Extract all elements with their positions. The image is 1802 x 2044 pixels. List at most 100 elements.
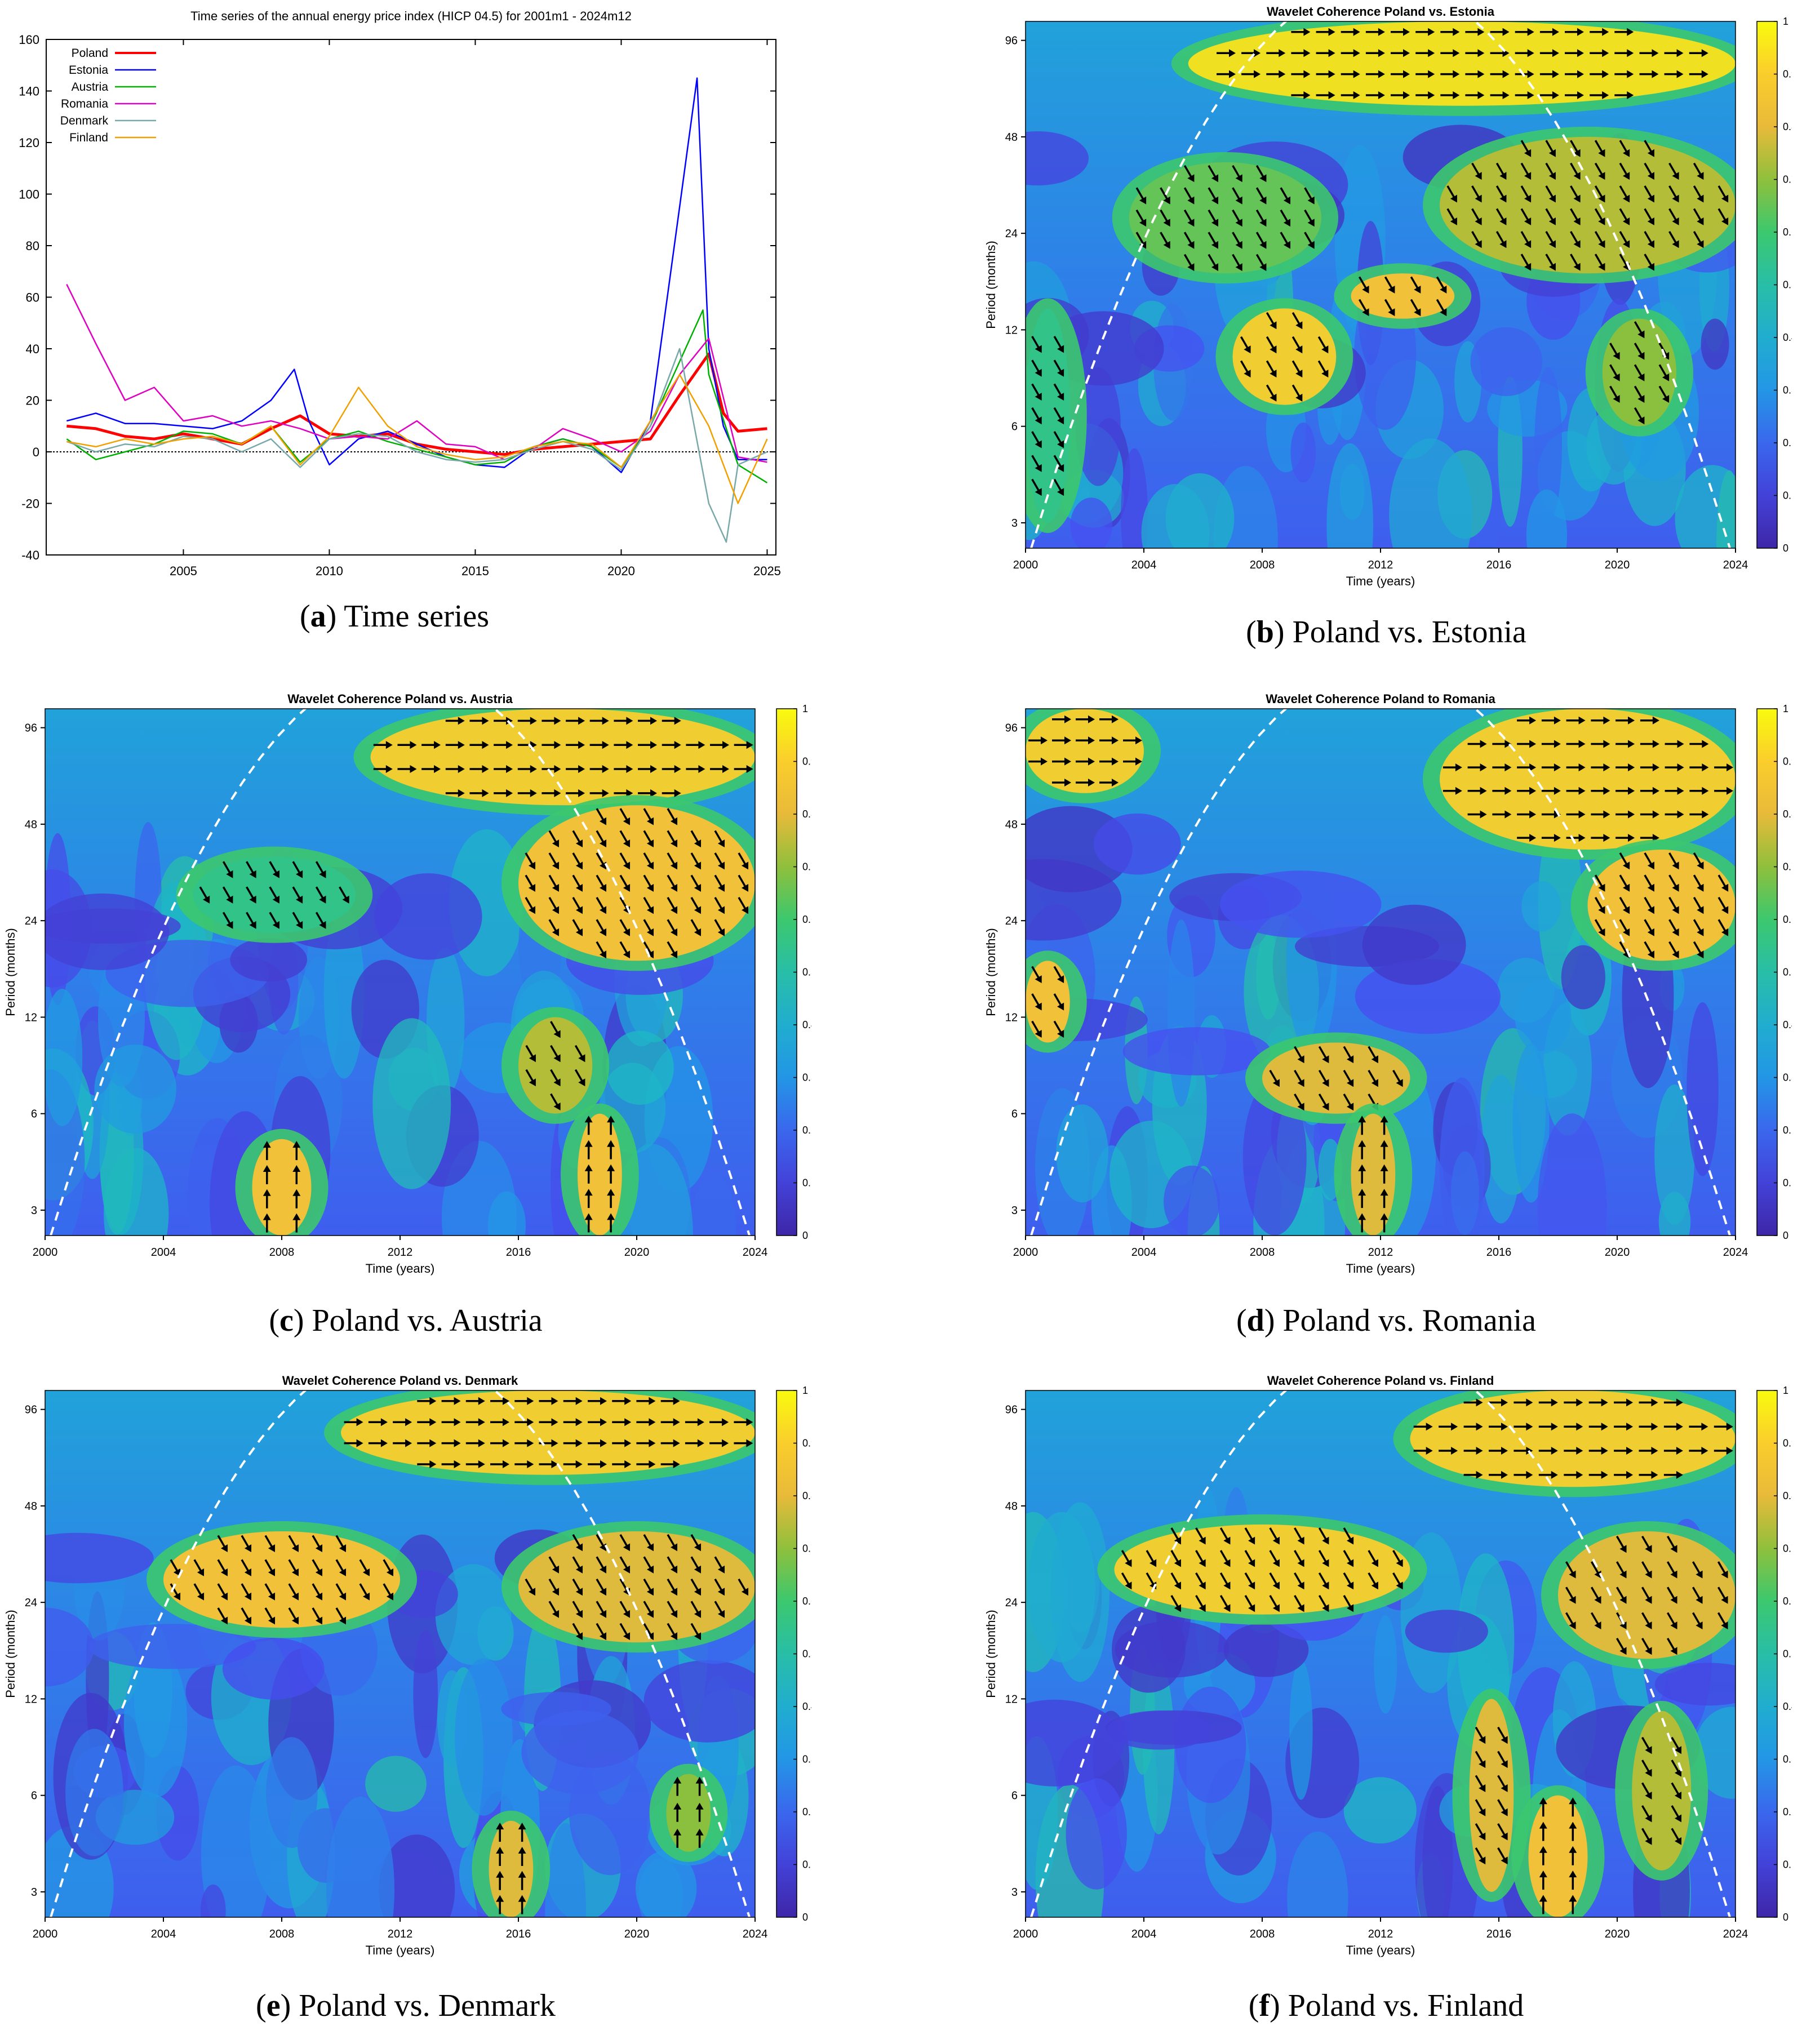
coherence-region	[1440, 709, 1736, 850]
phase-arrow	[518, 1870, 526, 1890]
x-tick-label: 2020	[1605, 1928, 1630, 1940]
phase-arrow	[667, 1623, 678, 1641]
field-blob	[1121, 448, 1148, 548]
phase-arrow	[1294, 1594, 1304, 1612]
phase-arrow	[566, 741, 585, 749]
x-tick-label: 2024	[743, 1246, 768, 1259]
x-axis-label: Time (years)	[1346, 1261, 1415, 1276]
phase-arrow	[1641, 1637, 1652, 1655]
phase-arrow	[1591, 787, 1610, 795]
phase-arrow	[1475, 1750, 1486, 1768]
phase-arrow	[1590, 1561, 1601, 1579]
phase-arrow	[1490, 28, 1510, 36]
phase-arrow	[525, 1069, 536, 1087]
x-tick-label: 2012	[388, 1246, 413, 1259]
phase-arrow	[1365, 49, 1385, 57]
phase-arrow	[1619, 162, 1630, 180]
phase-arrow	[1588, 1470, 1608, 1479]
colorbar-tick-label: 0.7	[1783, 1543, 1792, 1554]
y-tick-label: 3	[31, 1886, 37, 1899]
field-blob	[65, 1728, 123, 1856]
phase-arrow	[1671, 1759, 1682, 1777]
phase-arrow	[1240, 360, 1251, 377]
phase-arrow	[572, 1556, 583, 1574]
phase-arrows	[1358, 1116, 1388, 1233]
phase-arrow	[494, 717, 513, 725]
field-blob	[323, 908, 365, 1079]
phase-arrow	[596, 830, 607, 847]
phase-arrow	[1318, 1046, 1329, 1064]
coherence-region	[1188, 21, 1736, 106]
phase-arrow	[1614, 1470, 1634, 1479]
phase-arrow	[596, 1601, 607, 1618]
phase-arrow	[1565, 1587, 1576, 1604]
phase-arrow	[1639, 1398, 1658, 1407]
coherence-region	[1587, 849, 1736, 961]
phase-arrow	[690, 919, 702, 936]
phase-arrow	[1318, 1527, 1329, 1545]
phase-arrow	[1619, 896, 1630, 914]
field-blob	[1066, 1778, 1127, 1890]
phase-arrow	[619, 808, 631, 825]
phase-arrow	[1569, 1821, 1577, 1841]
phase-arrow	[1663, 1447, 1683, 1455]
chart-title: Wavelet Coherence Poland to Romania	[1266, 692, 1495, 706]
phase-arrow	[1123, 757, 1142, 766]
colorbar-tick-label: 0	[1783, 543, 1788, 554]
phase-arrow	[1475, 1823, 1486, 1841]
phase-arrow	[714, 1556, 725, 1574]
phase-arrow	[1219, 1594, 1231, 1612]
phase-arrow	[312, 1583, 323, 1601]
phase-arrow	[1241, 70, 1261, 78]
phase-arrow	[1665, 810, 1684, 819]
phase-arrow	[246, 886, 256, 904]
phase-arrow	[1588, 1398, 1608, 1407]
phase-arrow	[1099, 779, 1119, 787]
phase-arrow	[1392, 1550, 1403, 1567]
colorbar-tick-label: 0.3	[1783, 385, 1792, 396]
phase-arrow	[596, 852, 607, 870]
phase-arrow	[588, 1460, 607, 1468]
phase-arrow	[1475, 1799, 1486, 1816]
phase-arrow	[1634, 364, 1645, 381]
phase-arrow	[1517, 740, 1537, 748]
phase-arrow	[566, 717, 585, 725]
phase-arrow	[690, 896, 702, 914]
phase-arrow	[1160, 232, 1170, 249]
phase-arrow	[312, 1535, 323, 1552]
phase-arrow	[1495, 185, 1507, 203]
x-tick-label: 2008	[1250, 559, 1275, 571]
phase-arrow	[264, 1535, 276, 1552]
phase-arrow	[246, 861, 256, 878]
phase-arrow	[1471, 230, 1482, 248]
phase-arrows	[1217, 28, 1708, 99]
y-tick-label: 12	[1005, 1011, 1018, 1024]
phase-arrow	[1594, 919, 1605, 936]
field-blob	[1374, 1615, 1397, 1714]
phase-arrow	[1640, 787, 1659, 795]
phase-arrow	[1689, 810, 1709, 819]
phase-arrow	[1208, 187, 1219, 205]
phase-arrow	[1318, 1093, 1329, 1111]
y-tick-label: -20	[21, 497, 39, 511]
phase-arrow	[1291, 384, 1303, 402]
colorbar-tick-label: 0.7	[1783, 861, 1792, 873]
phase-arrow	[1594, 230, 1605, 248]
phase-arrow	[1619, 230, 1630, 248]
phase-arrow	[1666, 1612, 1677, 1629]
phase-arrow	[638, 789, 657, 797]
phase-arrow	[1666, 1587, 1677, 1604]
phase-arrow	[1520, 208, 1532, 225]
phase-arrow	[1465, 91, 1485, 99]
phase-arrow	[469, 741, 489, 749]
series-line-austria	[66, 309, 768, 483]
phase-arrow	[494, 789, 513, 797]
phase-arrow	[222, 886, 233, 904]
phase-arrow	[518, 1823, 526, 1842]
phase-arrow	[710, 741, 729, 749]
phase-arrow	[1391, 49, 1410, 57]
phase-arrow	[1294, 1572, 1304, 1590]
phase-arrow	[1489, 1398, 1508, 1407]
field-blob	[1526, 489, 1568, 548]
phase-arrow	[1463, 1398, 1483, 1407]
